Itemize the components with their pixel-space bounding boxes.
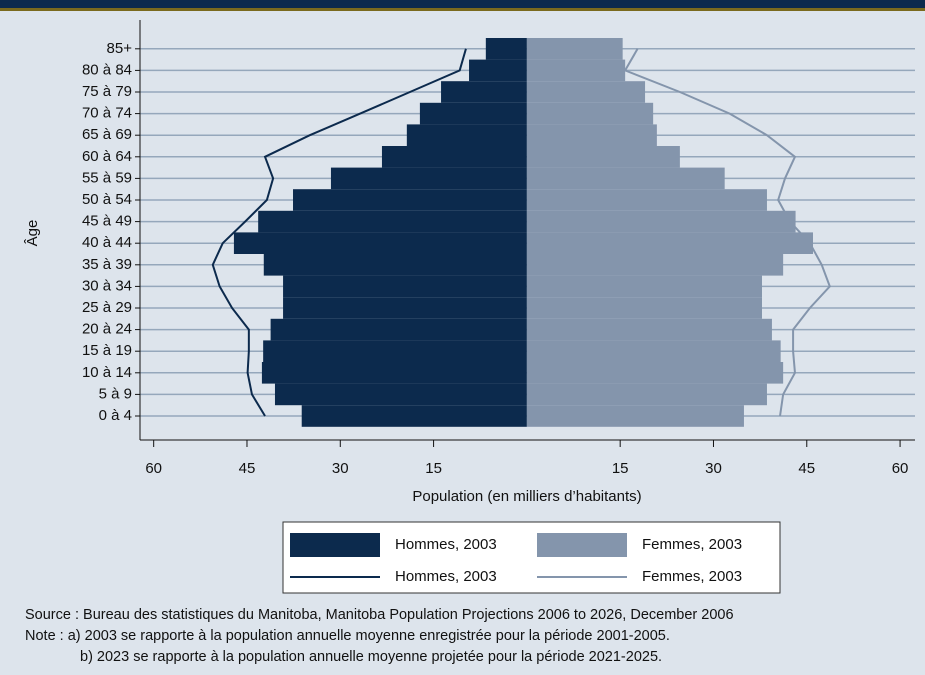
- bar: [441, 81, 527, 103]
- bar: [526, 318, 772, 341]
- bar: [526, 405, 744, 427]
- bar: [283, 297, 527, 319]
- bar: [526, 362, 784, 384]
- bar: [283, 275, 527, 298]
- legend-label: Hommes, 2003: [395, 536, 497, 553]
- y-tick-label: 65 à 69: [82, 126, 132, 143]
- y-tick-label: 60 à 64: [82, 148, 132, 165]
- x-tick-label: 45: [798, 460, 815, 477]
- note: b) 2023 se rapporte à la population annu…: [80, 649, 662, 665]
- bar: [526, 275, 762, 298]
- bar: [258, 210, 527, 233]
- bar: [485, 38, 527, 60]
- y-tick-label: 55 à 59: [82, 169, 132, 186]
- legend-swatch: [537, 533, 627, 557]
- note: Source : Bureau des statistiques du Mani…: [25, 607, 734, 623]
- bar: [526, 102, 654, 125]
- legend-swatch: [290, 533, 380, 557]
- bar: [526, 59, 626, 82]
- bar: [406, 124, 527, 146]
- header-band: [0, 0, 925, 8]
- bar: [293, 189, 527, 211]
- bar: [263, 254, 527, 276]
- bar: [526, 146, 680, 168]
- bar: [526, 189, 767, 211]
- bar: [419, 102, 527, 125]
- y-tick-label: 45 à 49: [82, 213, 132, 230]
- y-tick-label: 25 à 29: [82, 299, 132, 316]
- line: [211, 48, 467, 417]
- bar: [526, 81, 646, 103]
- bar: [526, 167, 725, 190]
- bar: [526, 297, 762, 319]
- bar: [526, 254, 784, 276]
- x-tick-label: 30: [705, 460, 722, 477]
- y-tick-label: 80 à 84: [82, 61, 132, 78]
- x-tick-label: 30: [332, 460, 349, 477]
- bar: [261, 362, 527, 384]
- x-tick-label: 45: [239, 460, 256, 477]
- bar: [274, 383, 527, 406]
- bar: [526, 38, 623, 60]
- line: [623, 48, 831, 417]
- bar: [526, 232, 813, 254]
- bar: [301, 405, 527, 427]
- bar: [469, 59, 527, 82]
- y-axis-label: Âge: [24, 220, 41, 247]
- y-tick-label: 35 à 39: [82, 256, 132, 273]
- y-tick-label: 30 à 34: [82, 277, 132, 294]
- bar: [381, 146, 527, 168]
- y-tick-label: 10 à 14: [82, 364, 132, 381]
- y-tick-label: 0 à 4: [99, 407, 132, 424]
- legend-label: Femmes, 2003: [642, 568, 742, 585]
- y-tick-label: 15 à 19: [82, 342, 132, 359]
- x-tick-label: 15: [612, 460, 629, 477]
- bar: [526, 383, 767, 406]
- y-tick-label: 50 à 54: [82, 191, 132, 208]
- header-rule: [0, 8, 925, 11]
- bar: [526, 124, 657, 146]
- y-tick-label: 70 à 74: [82, 105, 132, 122]
- x-tick-label: 15: [425, 460, 442, 477]
- y-tick-label: 20 à 24: [82, 321, 132, 338]
- y-tick-label: 40 à 44: [82, 234, 132, 251]
- y-tick-label: 75 à 79: [82, 83, 132, 100]
- bar: [270, 318, 527, 341]
- bar: [233, 232, 527, 254]
- y-tick-label: 5 à 9: [99, 385, 132, 402]
- bar: [526, 210, 796, 233]
- y-tick-label: 85+: [107, 40, 133, 57]
- legend-label: Femmes, 2003: [642, 536, 742, 553]
- bar: [263, 340, 527, 362]
- x-axis-label: Population (en milliers d’habitants): [412, 488, 641, 505]
- bar: [330, 167, 527, 190]
- note: Note : a) 2003 se rapporte à la populati…: [25, 628, 670, 644]
- x-tick-label: 60: [892, 460, 909, 477]
- bar: [526, 340, 781, 362]
- legend-label: Hommes, 2003: [395, 568, 497, 585]
- x-tick-label: 60: [145, 460, 162, 477]
